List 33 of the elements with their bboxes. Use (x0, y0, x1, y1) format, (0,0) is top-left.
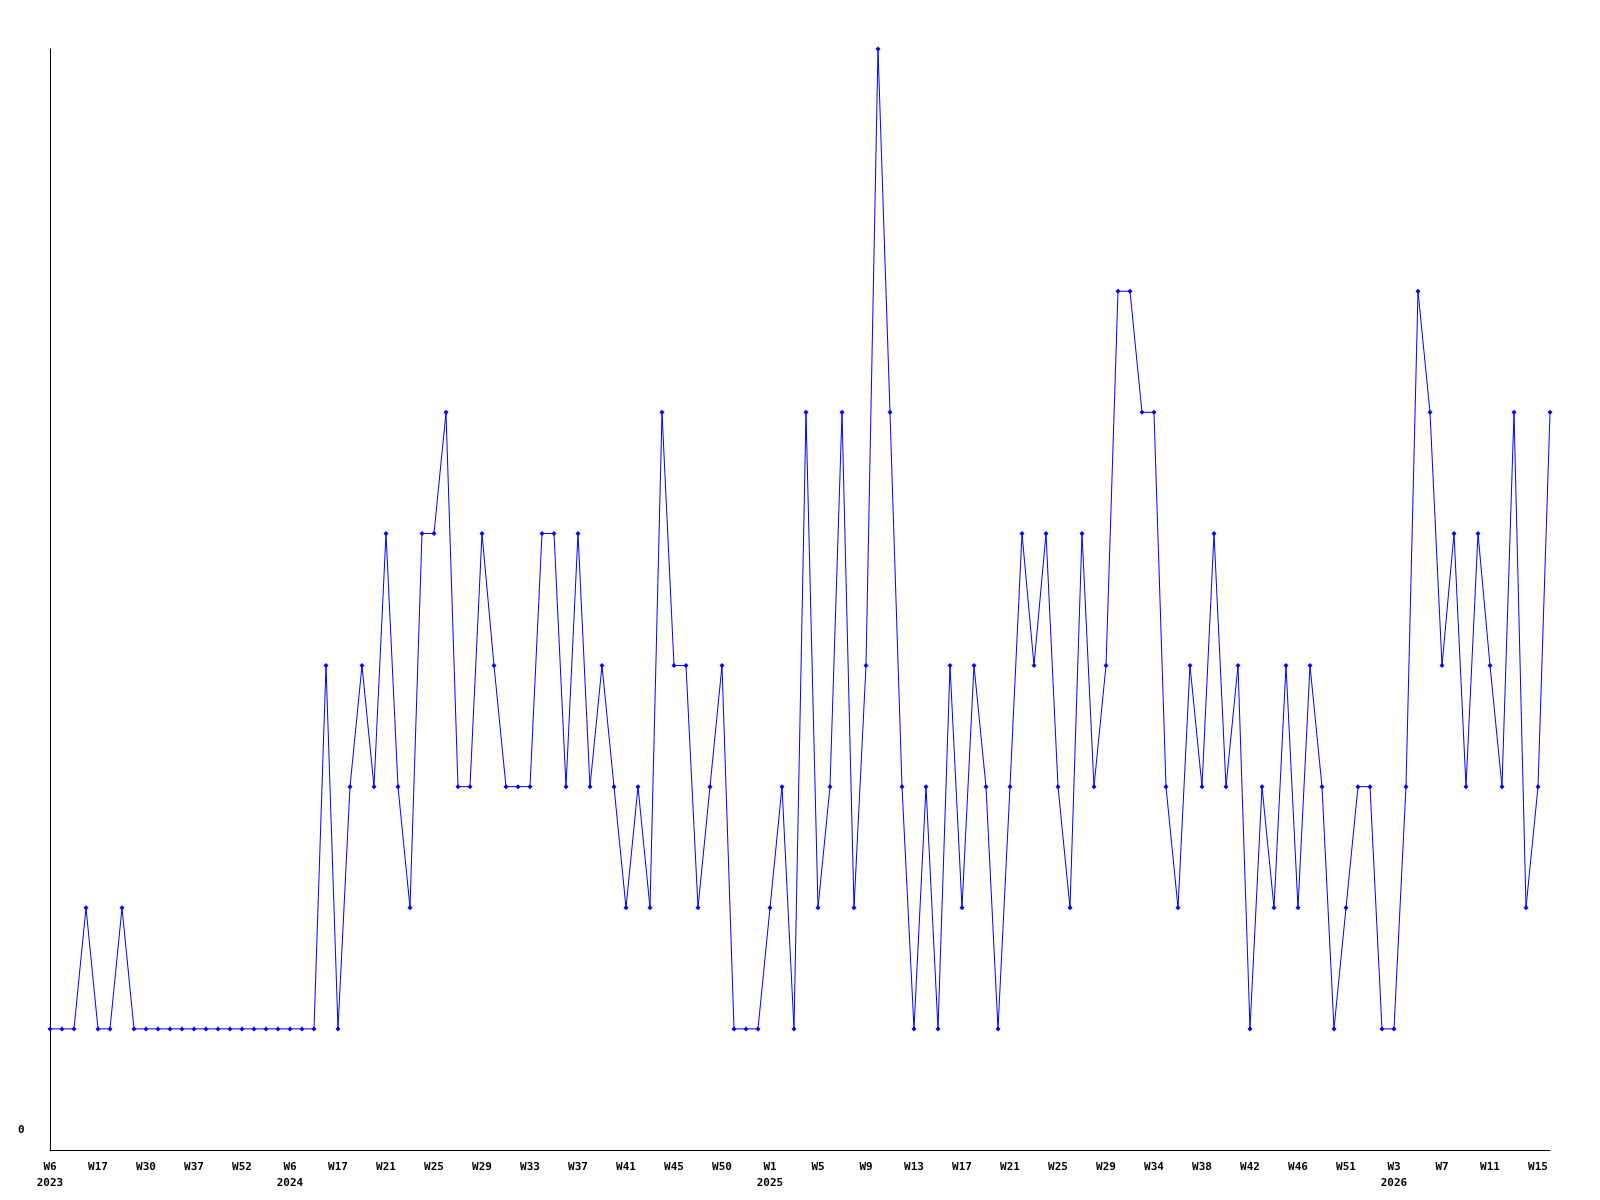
x-tick-label: W13 (904, 1159, 924, 1173)
x-tick-label: W9 (859, 1159, 873, 1173)
x-tick-label: W37 (568, 1159, 588, 1173)
x-tick-label: W42 (1240, 1159, 1260, 1173)
x-tick-label: W6 2023 (36, 1159, 64, 1189)
x-tick-label: W50 (712, 1159, 732, 1173)
x-tick-label: W15 (1528, 1159, 1548, 1173)
x-tick-label: W5 (811, 1159, 825, 1173)
x-tick-label: W7 (1435, 1159, 1449, 1173)
x-tick-label: W34 (1144, 1159, 1165, 1173)
x-tick-label: W17 (952, 1159, 972, 1173)
x-tick-label: W29 (1096, 1159, 1116, 1173)
x-tick-label: W52 (232, 1159, 252, 1173)
x-tick-label: W46 (1288, 1159, 1309, 1173)
x-tick-label: W17 (328, 1159, 348, 1173)
x-tick-label: W1 2025 (756, 1159, 784, 1189)
x-tick-label: W37 (184, 1159, 204, 1173)
x-tick-label: W41 (616, 1159, 637, 1173)
x-tick-label: W17 (88, 1159, 108, 1173)
x-tick-label: W6 2024 (276, 1159, 304, 1189)
x-tick-label: W38 (1192, 1159, 1212, 1173)
x-tick-label: W11 (1480, 1159, 1501, 1173)
x-tick-label: W3 2026 (1380, 1159, 1408, 1189)
x-tick-label: W25 (1048, 1159, 1068, 1173)
x-tick-label: W25 (424, 1159, 444, 1173)
x-tick-label: W51 (1336, 1159, 1357, 1173)
text: 0 (18, 1123, 25, 1136)
x-tick-label: W45 (664, 1159, 684, 1173)
x-tick-label: W21 (1000, 1159, 1021, 1173)
x-tick-label: W29 (472, 1159, 492, 1173)
x-tick-label: W33 (520, 1159, 540, 1173)
x-tick-label: W30 (136, 1159, 156, 1173)
x-tick-label: W21 (376, 1159, 397, 1173)
